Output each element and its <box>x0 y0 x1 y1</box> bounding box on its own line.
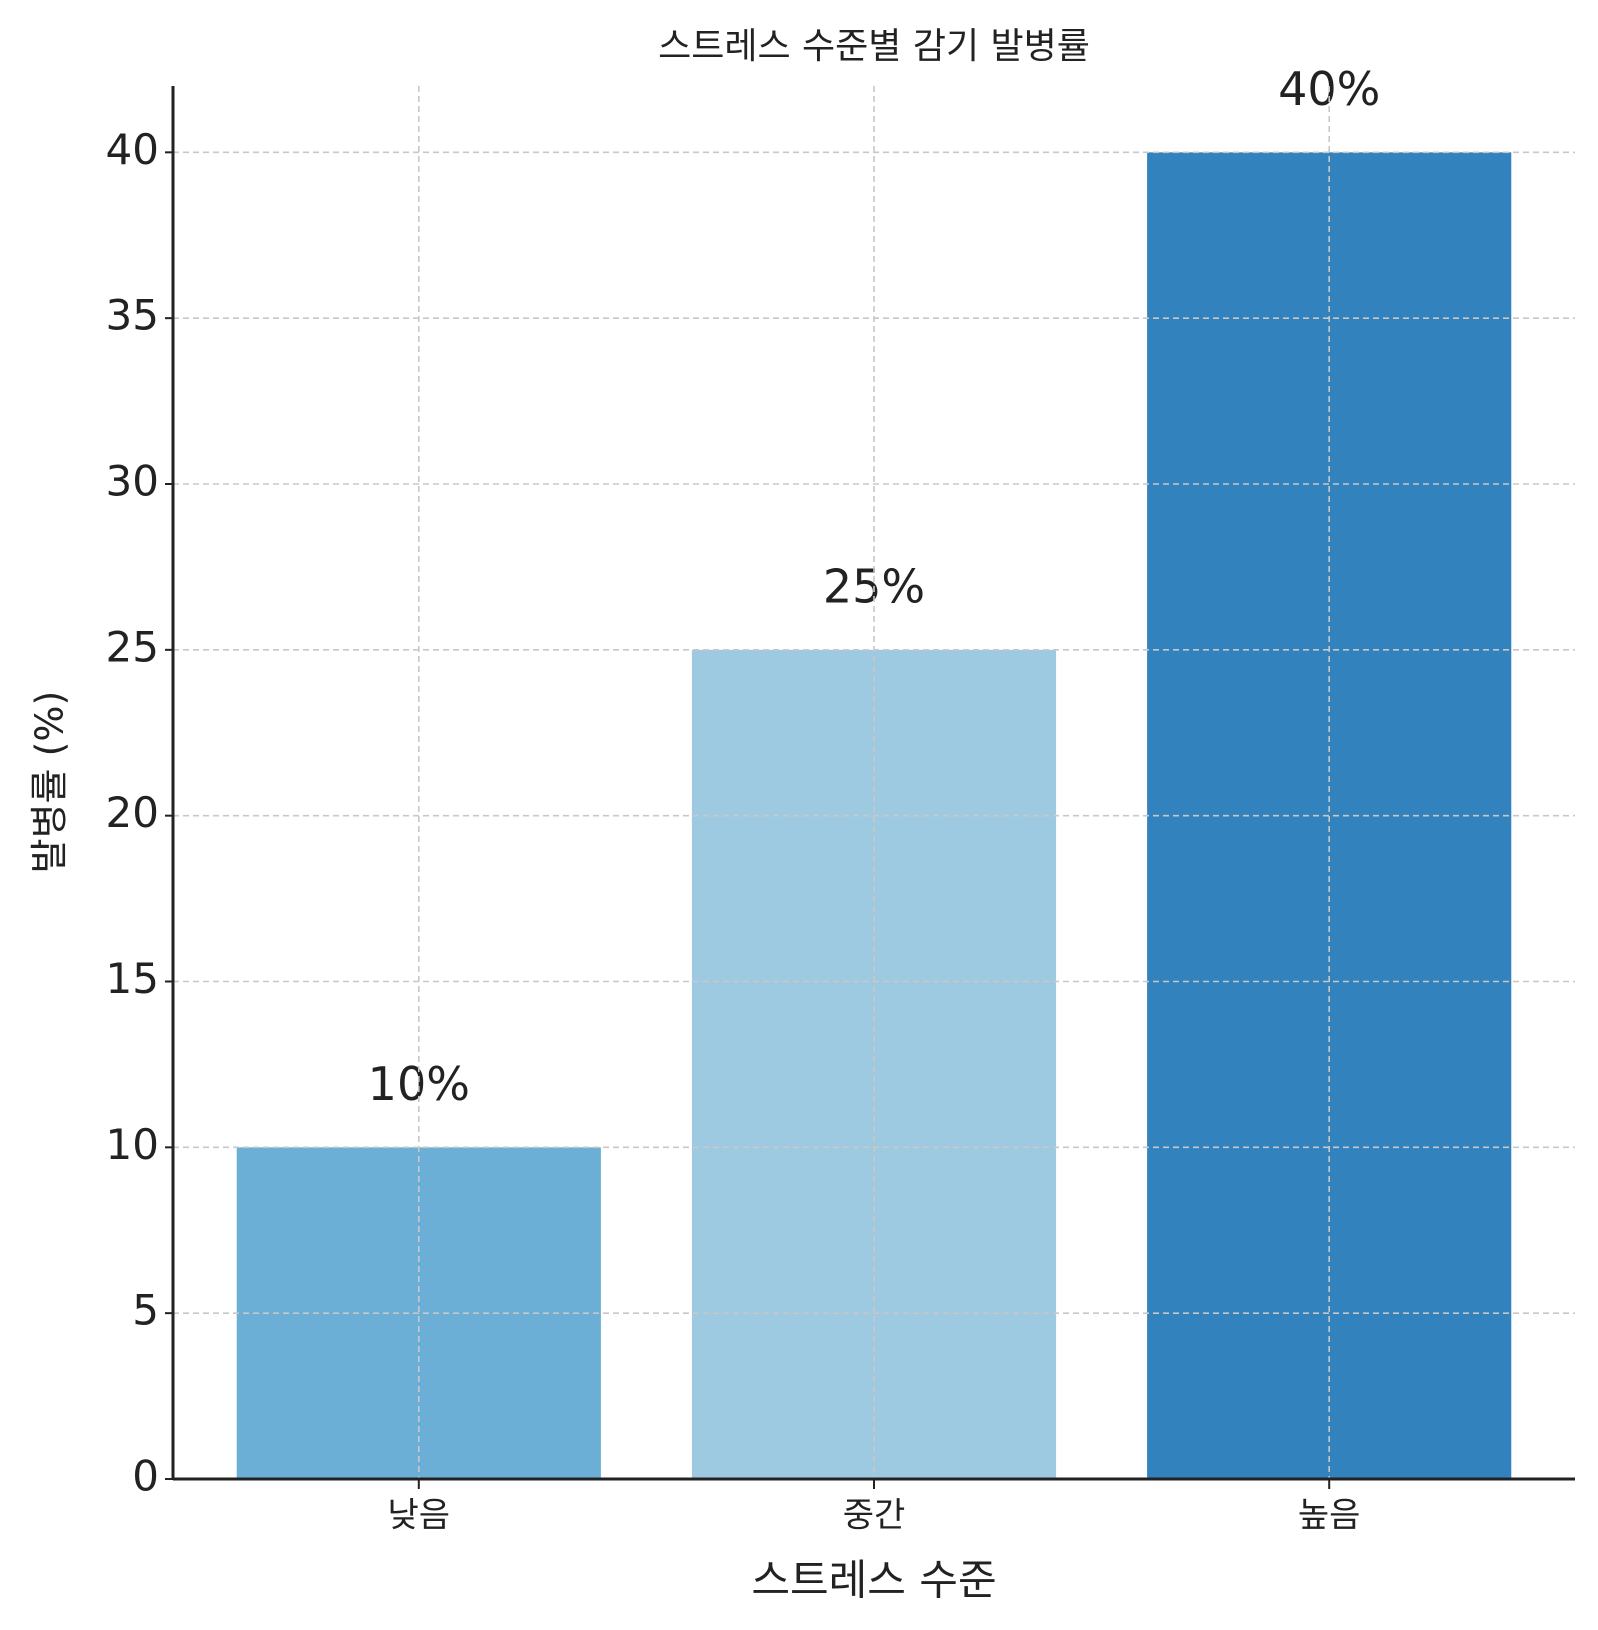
y-tick-label: 5 <box>132 1286 159 1335</box>
y-tick-label: 10 <box>106 1120 159 1169</box>
x-tick-label: 높음 <box>1298 1496 1361 1536</box>
x-axis-label: 스트레스 수준 <box>751 1556 996 1605</box>
y-tick-label: 25 <box>106 622 159 671</box>
y-tick-label: 20 <box>106 788 159 837</box>
value-label: 10% <box>368 1057 470 1111</box>
y-tick-label: 30 <box>106 457 159 506</box>
bar <box>691 649 1057 1479</box>
y-tick-label: 0 <box>132 1452 159 1501</box>
y-tick-label: 40 <box>106 125 159 174</box>
y-tick-label: 15 <box>106 954 159 1003</box>
x-tick-label: 중간 <box>843 1496 906 1536</box>
chart-title: 스트레스 수준별 감기 발병률 <box>658 26 1090 67</box>
y-axis-label: 발병률 (%) <box>28 691 72 874</box>
x-tick-label: 낮음 <box>388 1496 451 1536</box>
y-tick-label: 35 <box>106 291 159 340</box>
